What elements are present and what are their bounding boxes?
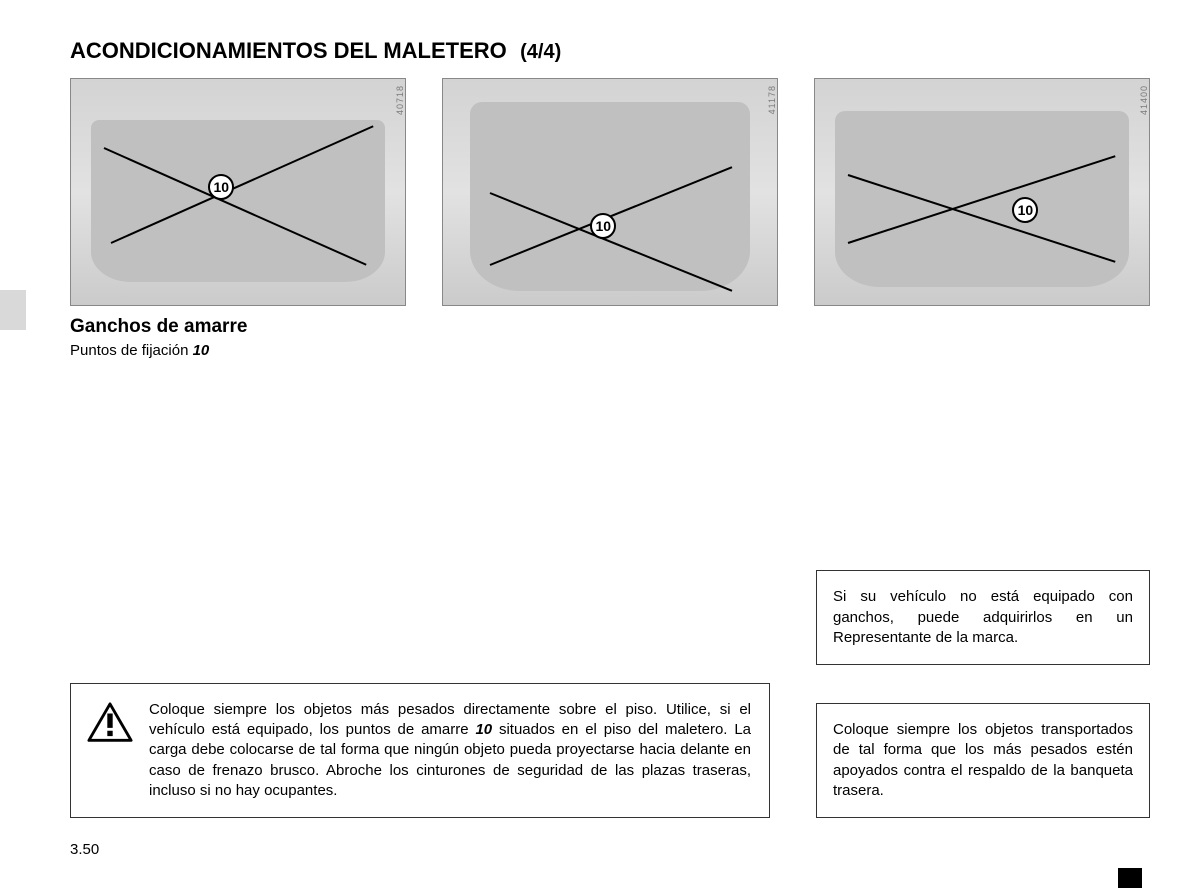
figure-id: 41178 <box>767 85 777 114</box>
callout-badge: 10 <box>590 213 616 239</box>
page-number: 3.50 <box>70 841 99 858</box>
figure-row: 40718 10 Ganchos de amarre Puntos de fij… <box>70 78 1150 359</box>
figure-1: 40718 10 <box>70 78 406 306</box>
info-box-2: Coloque siempre los objetos transportado… <box>816 703 1150 818</box>
info-box-1: Si su vehículo no está equipado con ganc… <box>816 570 1150 665</box>
page-heading: ACONDICIONAMIENTOS DEL MALETERO (4/4) <box>70 38 1150 64</box>
callout-badge: 10 <box>208 174 234 200</box>
figure-2: 41178 10 <box>442 78 778 306</box>
page-fraction: (4/4) <box>520 41 561 63</box>
trunk-illustration <box>470 102 751 292</box>
figure-3: 41400 10 <box>814 78 1150 306</box>
figure-id: 41400 <box>1139 85 1149 115</box>
callout-badge: 10 <box>1012 197 1038 223</box>
column-3: 41400 10 <box>814 78 1150 359</box>
page-title: ACONDICIONAMIENTOS DEL MALETERO <box>70 38 507 63</box>
info-column: Si su vehículo no está equipado con ganc… <box>816 570 1150 818</box>
column-2: 41178 10 <box>442 78 778 359</box>
section-subtext: Puntos de fijación 10 <box>70 342 406 359</box>
column-1: 40718 10 Ganchos de amarre Puntos de fij… <box>70 78 406 359</box>
trunk-illustration <box>91 120 385 283</box>
subtext-prefix: Puntos de fijación <box>70 342 193 359</box>
warning-icon <box>87 702 133 742</box>
warning-text: Coloque siempre los objetos más pesados … <box>149 700 751 801</box>
subtext-ref: 10 <box>193 342 210 359</box>
page: ACONDICIONAMIENTOS DEL MALETERO (4/4) 40… <box>0 0 1200 888</box>
warning-ref: 10 <box>475 721 492 738</box>
figure-id: 40718 <box>395 85 405 115</box>
thumb-index-mark <box>1118 868 1142 888</box>
warning-box: Coloque siempre los objetos más pesados … <box>70 683 770 818</box>
section-subhead: Ganchos de amarre <box>70 316 406 338</box>
